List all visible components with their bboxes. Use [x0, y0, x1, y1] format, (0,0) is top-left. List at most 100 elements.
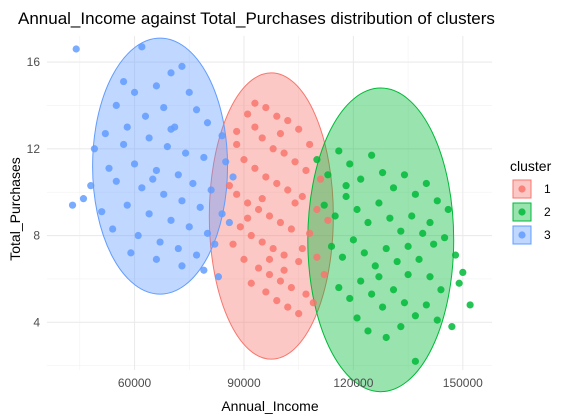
cluster-3-point [130, 160, 139, 168]
x-tick-label: 150000 [443, 376, 483, 390]
cluster-1-point [233, 127, 241, 136]
cluster-1-point [284, 303, 292, 311]
cluster-2-point [335, 147, 343, 155]
y-axis-title: Total_Purchases [7, 157, 23, 261]
cluster-1-point [273, 179, 281, 188]
cluster-2-point [437, 286, 445, 294]
cluster-3-point [218, 132, 226, 140]
cluster-3-point [211, 240, 219, 248]
cluster-1-point [244, 110, 252, 118]
cluster-1-point [280, 149, 288, 157]
cluster-3-point [167, 125, 175, 133]
cluster-3-point [145, 134, 153, 142]
cluster-3-point [178, 262, 186, 270]
cluster-2-point [433, 316, 441, 324]
cluster-1-point [324, 216, 332, 224]
x-tick-label: 60000 [118, 376, 152, 390]
cluster-1-point [302, 290, 310, 298]
legend-label: 1 [544, 182, 551, 196]
cluster-1-point [233, 190, 241, 198]
cluster-2-point [386, 214, 394, 222]
cluster-3-point [79, 195, 88, 203]
cluster-2-point [368, 290, 376, 298]
cluster-3-point [196, 203, 204, 211]
cluster-2-point [444, 205, 452, 214]
cluster-2-point [368, 151, 376, 159]
cluster-2-point [371, 262, 379, 270]
cluster-2-point [375, 199, 383, 207]
cluster-3-point [163, 143, 171, 151]
cluster-2-point [422, 179, 430, 188]
y-tick-label: 4 [33, 315, 40, 329]
cluster-2-point [342, 182, 350, 190]
cluster-2-point [382, 244, 390, 253]
cluster-1-point [287, 283, 295, 292]
cluster-1-point [273, 296, 281, 305]
cluster-1-point [247, 279, 255, 287]
cluster-1-point [295, 257, 303, 266]
cluster-2-point [313, 156, 321, 164]
cluster-2-point [411, 190, 420, 198]
cluster-3-point [160, 103, 168, 112]
cluster-1-point [265, 255, 274, 263]
cluster-2-point [430, 240, 438, 248]
cluster-1-point [262, 173, 270, 181]
cluster-2-point [451, 251, 460, 259]
cluster-3-point [174, 171, 182, 179]
cluster-3-point [160, 190, 168, 198]
cluster-2-point [400, 171, 409, 179]
cluster-3-point [207, 186, 215, 194]
cluster-2-point [335, 283, 343, 292]
cluster-1-point [244, 199, 252, 207]
cluster-1-point [306, 229, 314, 237]
cluster-1-point [265, 270, 274, 279]
cluster-2-point [378, 303, 387, 311]
cluster-3-point [200, 266, 208, 274]
cluster-1-point [291, 158, 299, 166]
legend-label: 3 [544, 228, 551, 242]
cluster-1-point [280, 251, 288, 259]
cluster-2-point [411, 357, 420, 365]
legend-title: cluster [510, 158, 552, 174]
cluster-2-point [426, 218, 434, 227]
cluster-2-point [419, 229, 427, 237]
cluster-2-point [466, 301, 474, 309]
cluster-1-point [233, 140, 241, 149]
y-tick-label: 8 [33, 229, 40, 243]
cluster-3-point [134, 231, 142, 240]
cluster-3-point [178, 197, 186, 205]
cluster-3-point [174, 244, 182, 253]
cluster-2-point [375, 273, 383, 281]
cluster-3-point [141, 112, 150, 120]
cluster-1-point [280, 266, 288, 274]
cluster-1-point [254, 264, 263, 272]
cluster-2-point [397, 323, 405, 331]
cluster-2-point [327, 242, 336, 250]
cluster-1-point [298, 244, 306, 253]
cluster-1-point [258, 238, 266, 246]
cluster-2-point [393, 257, 401, 266]
chart-title: Annual_Income against Total_Purchases di… [18, 9, 495, 28]
cluster-2-ellipse [307, 87, 455, 393]
cluster-2-point [440, 234, 449, 242]
cluster-1-point [276, 277, 285, 285]
cluster-3-point [149, 175, 157, 183]
cluster-3-point [203, 119, 212, 127]
cluster-3-point [167, 216, 175, 224]
cluster-3-point [167, 69, 175, 77]
cluster-2-point [422, 301, 430, 309]
cluster-3-point [127, 249, 135, 257]
cluster-2-point [404, 270, 412, 279]
cluster-3-point [90, 145, 99, 153]
cluster-3-point [200, 153, 208, 162]
cluster-1-point [229, 240, 237, 248]
y-tick-label: 16 [27, 55, 41, 69]
cluster-1-point [258, 134, 266, 142]
cluster-2-point [364, 218, 372, 227]
cluster-2-point [346, 294, 354, 303]
cluster-1-point [244, 214, 252, 222]
cluster-1-point [295, 310, 303, 318]
cluster-3-point [156, 238, 164, 246]
cluster-1-point [276, 129, 285, 138]
